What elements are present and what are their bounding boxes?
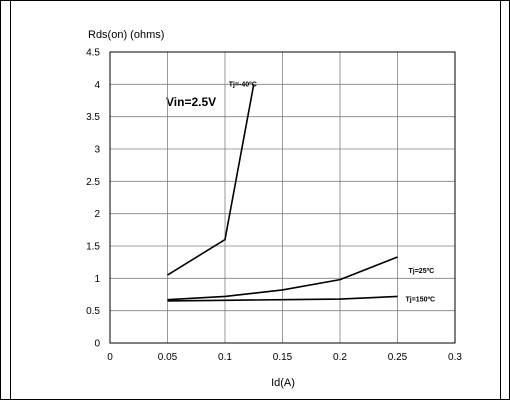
series-lines bbox=[167, 84, 398, 302]
series-line bbox=[167, 256, 398, 301]
y-tick-label: 4 bbox=[94, 80, 100, 91]
y-tick-label: 1.5 bbox=[86, 242, 100, 253]
y-tick-label: 3 bbox=[94, 145, 100, 156]
series-line bbox=[167, 84, 255, 276]
x-tick-label: 0.2 bbox=[333, 352, 347, 363]
x-tick-label: 0 bbox=[107, 352, 113, 363]
y-tick-label: 1 bbox=[94, 274, 100, 285]
x-tick-label: 0.15 bbox=[273, 352, 293, 363]
y-axis-title: Rds(on) (ohms) bbox=[88, 29, 164, 41]
y-tick-label: 2 bbox=[94, 209, 100, 220]
x-axis-title: Id(A) bbox=[271, 377, 295, 389]
y-tick-labels: 0 0.5 1 1.5 2 2.5 3 3.5 4 4.5 bbox=[86, 48, 100, 350]
y-tick-label: 0 bbox=[94, 339, 100, 350]
y-tick-label: 3.5 bbox=[86, 112, 100, 123]
y-tick-label: 4.5 bbox=[86, 48, 100, 59]
x-tick-label: 0.1 bbox=[218, 352, 232, 363]
plot-area-border bbox=[109, 51, 456, 344]
x-tick-label: 0.25 bbox=[388, 352, 408, 363]
series-line bbox=[167, 295, 398, 302]
series-labels: Tj=-40ºC Tj=25ºC Tj=150ºC bbox=[229, 81, 435, 303]
x-tick-labels: 0 0.05 0.1 0.15 0.2 0.25 0.3 bbox=[107, 352, 462, 363]
y-tick-label: 2.5 bbox=[86, 177, 100, 188]
series-label: Tj=25ºC bbox=[409, 268, 435, 275]
x-tick-label: 0.05 bbox=[158, 352, 178, 363]
series-label: Tj=-40ºC bbox=[229, 81, 257, 88]
series-label: Tj=150ºC bbox=[406, 296, 436, 303]
y-tick-label: 0.5 bbox=[86, 306, 100, 317]
vin-annotation: Vin=2.5V bbox=[166, 95, 216, 109]
x-tick-label: 0.3 bbox=[448, 352, 462, 363]
